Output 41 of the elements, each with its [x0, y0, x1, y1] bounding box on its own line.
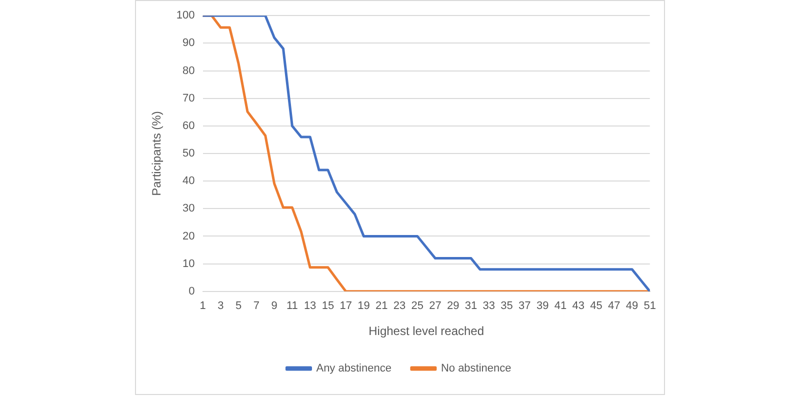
y-tick-label: 30: [182, 202, 195, 215]
x-tick-label: 51: [644, 300, 656, 312]
x-tick-label: 43: [572, 300, 584, 312]
y-tick-label: 80: [182, 64, 195, 77]
y-tick-label: 0: [188, 285, 195, 298]
x-tick-label: 39: [536, 300, 549, 312]
x-tick-label: 9: [271, 300, 278, 312]
x-tick-label: 49: [626, 300, 638, 312]
x-tick-label: 15: [322, 300, 334, 312]
x-tick-label: 33: [482, 300, 496, 312]
y-tick-label: 70: [182, 92, 195, 104]
y-axis-title: Participants (%): [150, 111, 164, 196]
x-tick-label: 7: [253, 300, 260, 312]
x-tick-label: 19: [358, 300, 370, 312]
y-tick-label: 90: [182, 37, 195, 50]
x-axis-title: Highest level reached: [368, 324, 484, 338]
x-tick-label: 29: [447, 300, 460, 312]
x-tick-label: 45: [590, 300, 602, 312]
legend-label: No abstinence: [440, 362, 512, 375]
x-tick-label: 3: [218, 300, 224, 312]
legend-label: Any abstinence: [316, 362, 392, 375]
y-tick-label: 20: [182, 230, 195, 242]
y-tick-label: 100: [176, 10, 195, 22]
x-tick-label: 37: [518, 300, 531, 312]
y-tick-label: 40: [182, 175, 195, 188]
x-tick-label: 17: [340, 300, 352, 312]
x-tick-label: 31: [464, 300, 478, 312]
x-tick-label: 11: [286, 300, 298, 312]
x-tick-label: 23: [393, 300, 406, 312]
x-tick-label: 41: [554, 300, 567, 312]
x-tick-label: 1: [200, 300, 206, 312]
x-tick-label: 13: [304, 300, 316, 312]
y-tick-label: 60: [182, 120, 195, 132]
x-tick-label: 21: [375, 300, 388, 312]
x-tick-label: 27: [429, 300, 442, 312]
y-tick-label: 10: [182, 258, 195, 270]
x-tick-label: 35: [500, 300, 513, 312]
x-tick-label: 5: [235, 300, 242, 312]
y-tick-label: 50: [182, 148, 195, 160]
x-tick-label: 25: [411, 300, 424, 312]
x-tick-label: 47: [608, 300, 620, 312]
